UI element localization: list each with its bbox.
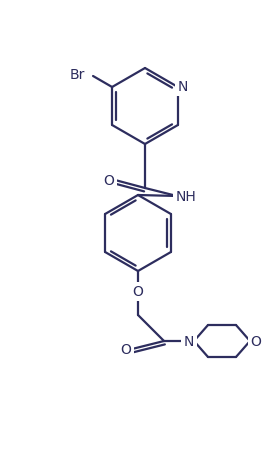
Text: O: O xyxy=(121,342,131,356)
Text: N: N xyxy=(178,80,188,94)
Text: O: O xyxy=(104,174,115,188)
Text: O: O xyxy=(132,285,143,299)
Text: Br: Br xyxy=(70,68,85,82)
Text: N: N xyxy=(184,334,194,348)
Text: NH: NH xyxy=(176,189,196,203)
Text: O: O xyxy=(250,334,261,348)
